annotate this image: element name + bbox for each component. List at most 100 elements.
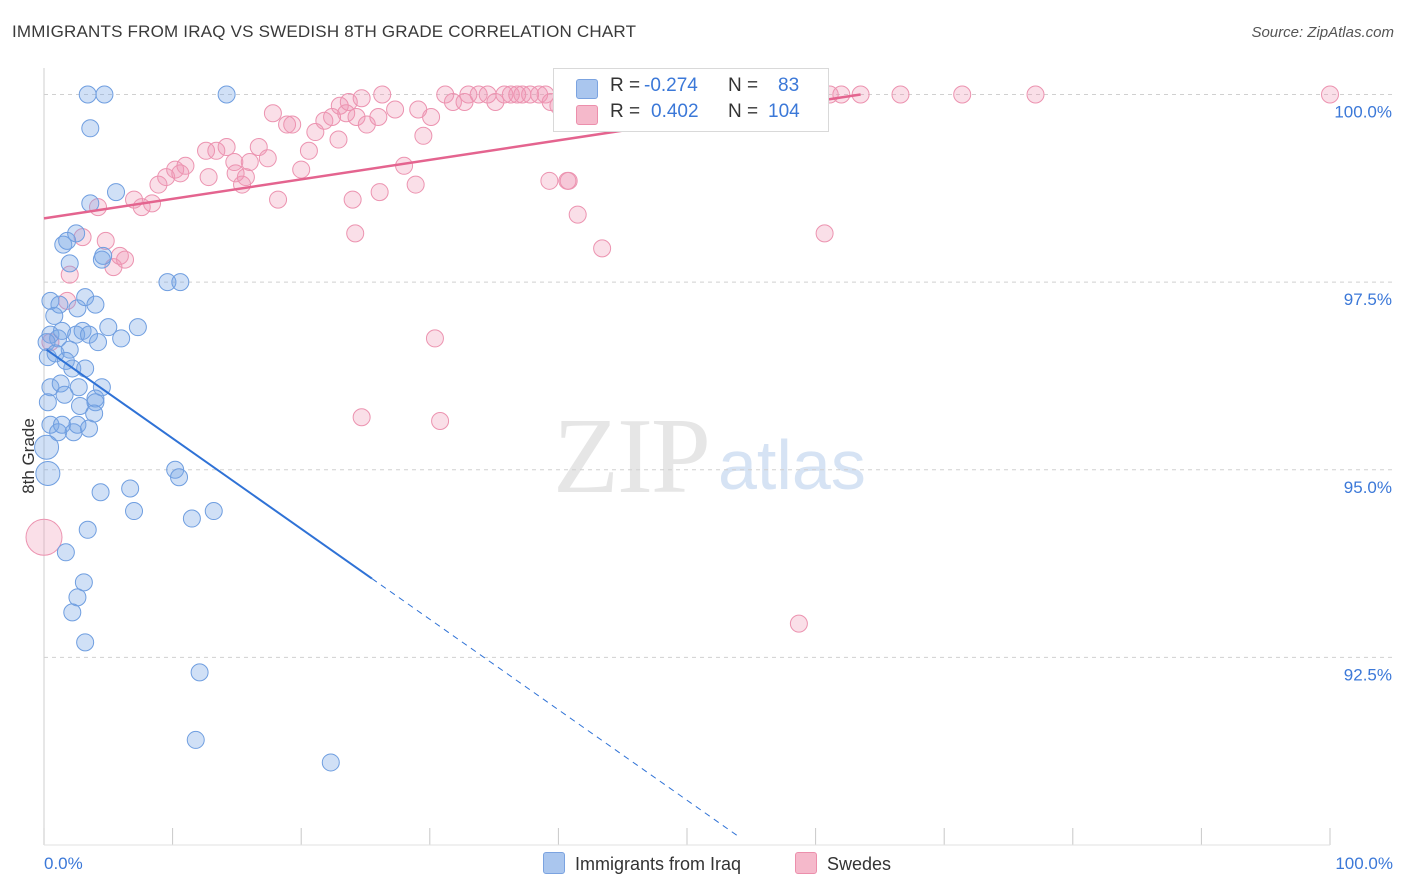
iraq-point — [63, 603, 82, 622]
iraq-point — [128, 318, 147, 337]
iraq-point — [35, 461, 61, 487]
watermark-atlas: atlas — [718, 426, 866, 504]
trend-lines — [43, 93, 861, 837]
legend-n-value: 104 — [768, 101, 800, 122]
iraq-point — [95, 85, 114, 104]
legend-r-value: -0.274 — [644, 75, 698, 96]
swedes-point — [422, 108, 441, 127]
iraq-point — [91, 483, 110, 502]
iraq-point — [94, 246, 113, 265]
iraq-point — [204, 502, 223, 521]
legend-n-value: 83 — [778, 75, 800, 96]
y-tick-label: 100.0% — [1334, 103, 1392, 122]
swedes-point — [116, 250, 135, 269]
legend-swatch-swedes — [795, 852, 817, 874]
iraq-point — [69, 378, 88, 397]
iraq-point — [45, 306, 64, 325]
swedes-point — [171, 164, 190, 183]
swedes-point — [343, 190, 362, 209]
iraq-trend-extension — [371, 578, 739, 837]
swedes-point — [347, 108, 366, 127]
swedes-point — [593, 239, 612, 258]
swedes-point — [486, 93, 505, 112]
iraq-point — [158, 273, 177, 292]
legend-n-label: N = — [728, 75, 759, 96]
swedes-point — [278, 115, 297, 134]
iraq-point — [50, 295, 69, 314]
swedes-point — [373, 85, 392, 104]
swedes-point — [199, 168, 218, 187]
swedes-point — [149, 175, 168, 194]
y-axis-label: 8th Grade — [19, 418, 38, 494]
legend-item-iraq[interactable]: Immigrants from Iraq — [543, 852, 741, 875]
iraq-point — [86, 389, 105, 408]
swedes-point — [292, 160, 311, 179]
swedes-point — [217, 138, 236, 157]
swedes-point — [330, 96, 349, 115]
swedes-point — [269, 190, 288, 209]
swedes-point — [406, 175, 425, 194]
iraq-point — [67, 224, 86, 243]
watermark-zip: ZIP — [553, 397, 711, 516]
iraq-point — [171, 273, 190, 292]
swedes-point — [337, 104, 356, 123]
legend-label-iraq: Immigrants from Iraq — [575, 854, 742, 874]
iraq-point — [107, 183, 126, 202]
x-tick-label-min: 0.0% — [44, 854, 83, 873]
swedes-point — [815, 224, 834, 243]
swedes-point — [25, 518, 63, 556]
y-tick-label: 95.0% — [1344, 478, 1392, 497]
iraq-point — [68, 588, 87, 607]
iraq-point — [56, 543, 75, 562]
legend-r-value: 0.402 — [651, 101, 699, 122]
iraq-point — [121, 479, 140, 498]
swedes-point — [891, 85, 910, 104]
swedes-point — [789, 614, 808, 633]
iraq-point — [53, 321, 72, 340]
iraq-point — [38, 393, 57, 412]
swedes-point — [197, 141, 216, 160]
legend-swatch-iraq — [543, 852, 565, 874]
swedes-point — [240, 153, 259, 172]
iraq-point — [186, 730, 205, 749]
iraq-point — [74, 573, 93, 592]
swedes-point — [1321, 85, 1339, 104]
iraq-trend-line — [45, 348, 373, 580]
legend-row-iraq: R = -0.274 N = 83 — [576, 75, 826, 101]
swedes-point — [521, 85, 540, 104]
iraq-point — [190, 663, 209, 682]
swedes-point — [540, 171, 559, 190]
iraq-point — [170, 468, 189, 487]
swedes-point — [386, 100, 405, 119]
legend-label-swedes: Swedes — [827, 854, 892, 874]
swedes-point — [157, 168, 176, 187]
iraq-point — [125, 502, 144, 521]
legend-item-swedes[interactable]: Swedes — [795, 852, 891, 875]
axis-labels: 92.5% 95.0% 97.5% 100.0% 0.0% 100.0% 8th Grade — [19, 103, 1393, 873]
iraq-point — [60, 254, 79, 273]
swedes-point — [495, 85, 514, 104]
legend-swatch-swedes — [576, 105, 598, 125]
swedes-point — [1026, 85, 1045, 104]
iraq-point — [58, 231, 77, 250]
swedes-point — [283, 115, 302, 134]
swedes-point — [329, 130, 348, 149]
iraq-point — [321, 753, 340, 772]
iraq-point — [78, 85, 97, 104]
swedes-point — [96, 231, 115, 250]
x-tick-label-max: 100.0% — [1335, 854, 1393, 873]
swedes-point — [263, 104, 282, 123]
swedes-point — [369, 108, 388, 127]
swedes-point — [207, 141, 226, 160]
iraq-point — [81, 119, 100, 138]
iraq-point — [99, 318, 118, 337]
correlation-legend: R = -0.274 N = 83 R = 0.402 N = 104 — [553, 68, 829, 132]
swedes-points — [25, 85, 1339, 633]
iraq-point — [51, 374, 70, 393]
swedes-point — [508, 85, 527, 104]
iraq-point — [41, 378, 60, 397]
iraq-point — [86, 295, 105, 314]
iraq-point — [112, 329, 131, 348]
iraq-point — [217, 85, 236, 104]
